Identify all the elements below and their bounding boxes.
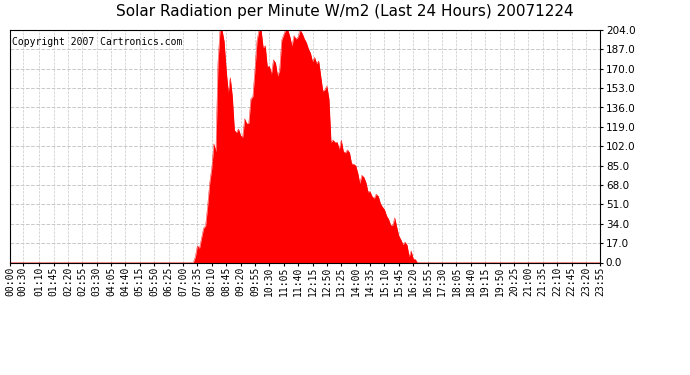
Text: Copyright 2007 Cartronics.com: Copyright 2007 Cartronics.com xyxy=(12,37,182,47)
Text: Solar Radiation per Minute W/m2 (Last 24 Hours) 20071224: Solar Radiation per Minute W/m2 (Last 24… xyxy=(116,4,574,19)
